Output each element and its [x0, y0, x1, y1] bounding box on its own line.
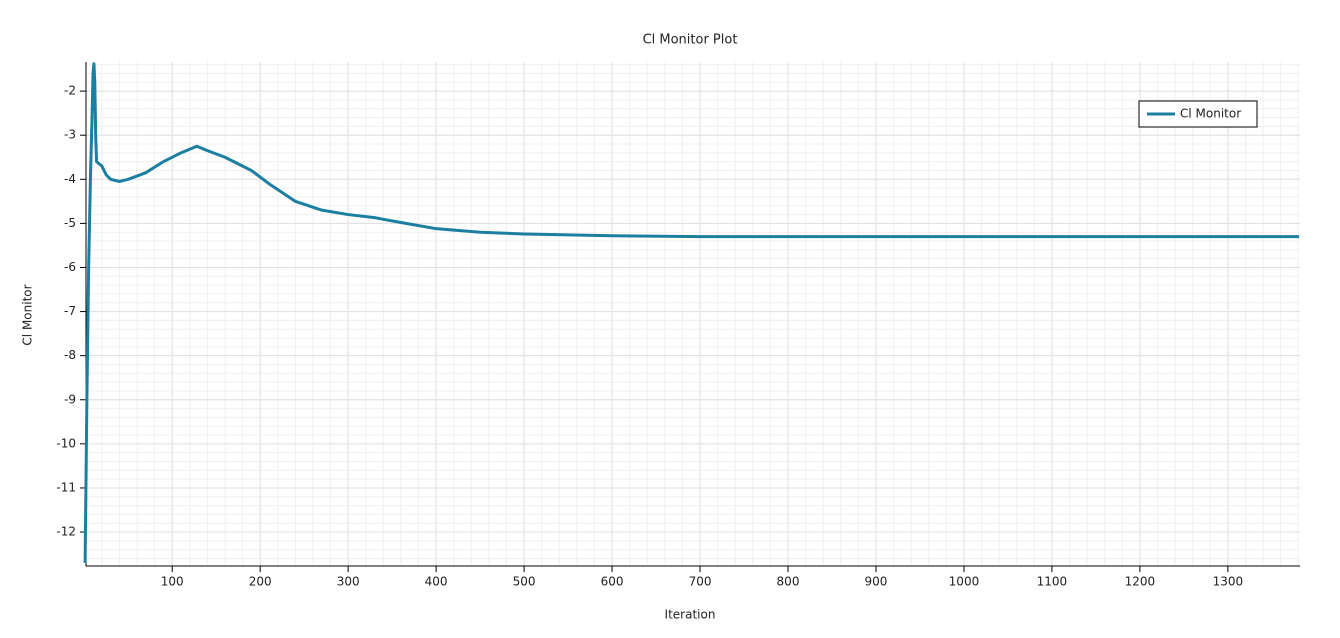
- x-tick-label: 600: [601, 575, 624, 589]
- x-tick-label: 100: [161, 575, 184, 589]
- data-line: [83, 62, 1300, 563]
- y-tick-label: -3: [64, 128, 76, 142]
- y-tick-label: -8: [64, 348, 76, 362]
- y-tick-label: -11: [56, 480, 76, 494]
- x-axis-label: Iteration: [665, 608, 716, 622]
- y-tick-label: -2: [64, 84, 76, 98]
- y-tick-label: -5: [64, 216, 76, 230]
- x-tick-label: 800: [777, 575, 800, 589]
- x-tick-label: 500: [513, 575, 536, 589]
- x-tick-label: 700: [689, 575, 712, 589]
- x-tick-label: 1100: [1037, 575, 1068, 589]
- y-tick-label: -10: [56, 436, 76, 450]
- chart-title: Cl Monitor Plot: [643, 33, 738, 48]
- y-tick-label: -6: [64, 260, 76, 274]
- y-axis-label: Cl Monitor: [21, 284, 35, 345]
- y-tick-label: -7: [64, 304, 76, 318]
- x-tick-label: 1200: [1125, 575, 1156, 589]
- x-tick-label: 400: [425, 575, 448, 589]
- y-tick-label: -9: [64, 392, 76, 406]
- x-tick-label: 900: [865, 575, 888, 589]
- x-tick-label: 1000: [949, 575, 980, 589]
- legend-label: Cl Monitor: [1180, 107, 1241, 121]
- x-tick-label: 200: [249, 575, 272, 589]
- y-tick-label: -4: [64, 172, 76, 186]
- x-tick-label: 300: [337, 575, 360, 589]
- y-tick-label: -12: [56, 525, 76, 539]
- x-tick-label: 1300: [1213, 575, 1244, 589]
